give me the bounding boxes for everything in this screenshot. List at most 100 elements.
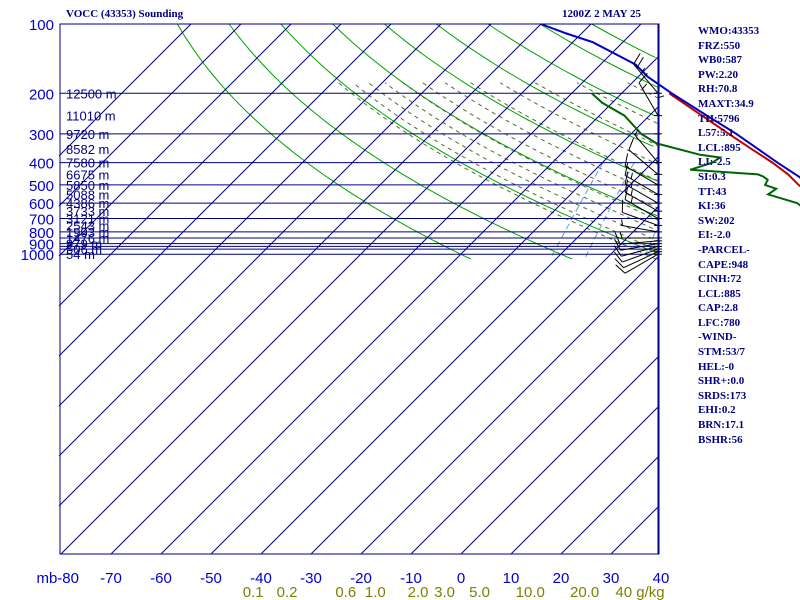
index-item: CAPE:948 [698,258,749,271]
height-label: 12500 m [66,86,117,101]
mixing-ratio-label: 0.6 [335,584,356,600]
isotherm [58,23,442,407]
isotherm [460,355,660,555]
wind-barbs [613,24,665,554]
index-item: SI:0.3 [698,170,726,183]
isotherm [58,23,342,307]
index-item: -WIND- [698,331,737,344]
index-item: CINH:72 [698,273,742,286]
isotherm [58,23,492,457]
mixing-ratio-line [549,162,604,260]
temperature-tick-label: -30 [300,570,322,587]
mixing-ratio-label: 0.1 [243,584,264,600]
pressure-tick-label: 700 [29,212,54,229]
isotherm [58,23,242,207]
dry-adiabat [176,23,472,260]
moist-adiabat [384,82,661,233]
pressure-tick-label: 600 [29,196,54,213]
pressure-tick-label: 900 [29,237,54,254]
dry-adiabat [591,23,656,59]
index-item: TT:43 [698,185,727,198]
index-item: -PARCEL- [698,243,750,256]
temperature-profile-line [668,92,800,188]
height-label: 7580 m [66,156,109,171]
pressure-tick-label: 1000 [21,247,54,264]
index-item: WB0:587 [698,54,742,67]
temperature-tick-label: -60 [150,570,172,587]
isotherm [60,23,592,555]
index-item: SHR+:0.0 [698,375,745,388]
parcel-profile-line [540,23,800,179]
index-item: FRZ:550 [698,39,741,52]
pressure-tick-label: 100 [29,17,54,34]
dry-adiabat [384,23,658,182]
mixing-ratio-labels: 0.1 0.2 0.6 1.0 2.0 3.0 5.0 10.0 20.0 40 g/kg [243,584,665,600]
mixing-ratio-label: 0.2 [277,584,298,600]
index-item: LFC:780 [698,316,741,329]
index-item: EI:-2.0 [698,229,731,242]
index-item: SRDS:173 [698,389,747,402]
moist-adiabat [422,82,660,210]
wind-barb [619,231,662,239]
index-item: BRN:17.1 [698,419,745,432]
dry-adiabat [539,23,661,89]
isotherm [510,405,660,555]
height-label: 1993 m [66,225,109,240]
wind-barb [615,253,662,274]
isotherm [160,55,660,555]
index-item: CAP:2.8 [698,302,739,315]
index-item: TH:5796 [698,112,740,125]
isotherm [58,23,292,257]
index-item: EHI:0.2 [698,404,736,417]
height-label: 6675 m [66,167,109,182]
height-label: 3733 m [66,204,109,219]
mixing-ratio-label: 5.0 [469,584,490,600]
pressure-tick-label: 500 [29,178,54,195]
moist-adiabat [338,82,657,260]
pressure-tick-label: 300 [29,127,54,144]
index-item: L57:5.1 [698,127,734,140]
mixing-ratio-label: 3.0 [434,584,455,600]
index-item: LI:-2.5 [698,156,731,169]
index-item: HEL:-0 [698,360,735,373]
index-item: KI:36 [698,200,726,213]
isotherm [260,155,660,555]
isotherm [58,23,392,357]
dry-adiabat [228,23,573,260]
height-label: 2543 m [66,218,109,233]
temperature-tick-label: -10 [400,570,422,587]
isotherm [310,205,660,555]
temperature-tick-label: -20 [350,570,372,587]
temperature-tick-label: mb-80 [36,570,79,587]
height-label: 5088 m [66,187,109,202]
index-item: RH:70.8 [698,83,738,96]
moist-adiabat [534,82,660,147]
moist-adiabat [470,82,659,182]
height-label: 506 m [66,242,102,257]
isotherm [360,255,660,555]
isotherm [410,305,660,555]
wind-barb [638,72,662,117]
mixing-ratio-label: 40 g/kg [615,584,664,600]
sounding-profiles [540,23,800,207]
moist-adiabat [402,82,660,222]
pressure-tick-label: 800 [29,225,54,242]
isotherm [610,505,660,555]
isotherm [560,455,660,555]
mixing-ratio-label: 1.0 [365,584,386,600]
mixing-ratio-label: 2.0 [408,584,429,600]
height-label: 11010 m [66,109,116,124]
index-item: WMO:43353 [698,25,760,37]
moist-adiabat [444,82,661,197]
pressure-tick-label: 200 [29,86,54,103]
temperature-tick-label: 0 [457,570,465,587]
plot-frame [59,23,660,555]
pressure-tick-label: 400 [29,156,54,173]
temperature-tick-label: -70 [100,570,122,587]
height-label: 54 m [66,247,95,262]
height-label: 3121 m [66,212,109,227]
temperature-tick-label: -50 [200,570,222,587]
index-item: PW:2.20 [698,68,739,81]
